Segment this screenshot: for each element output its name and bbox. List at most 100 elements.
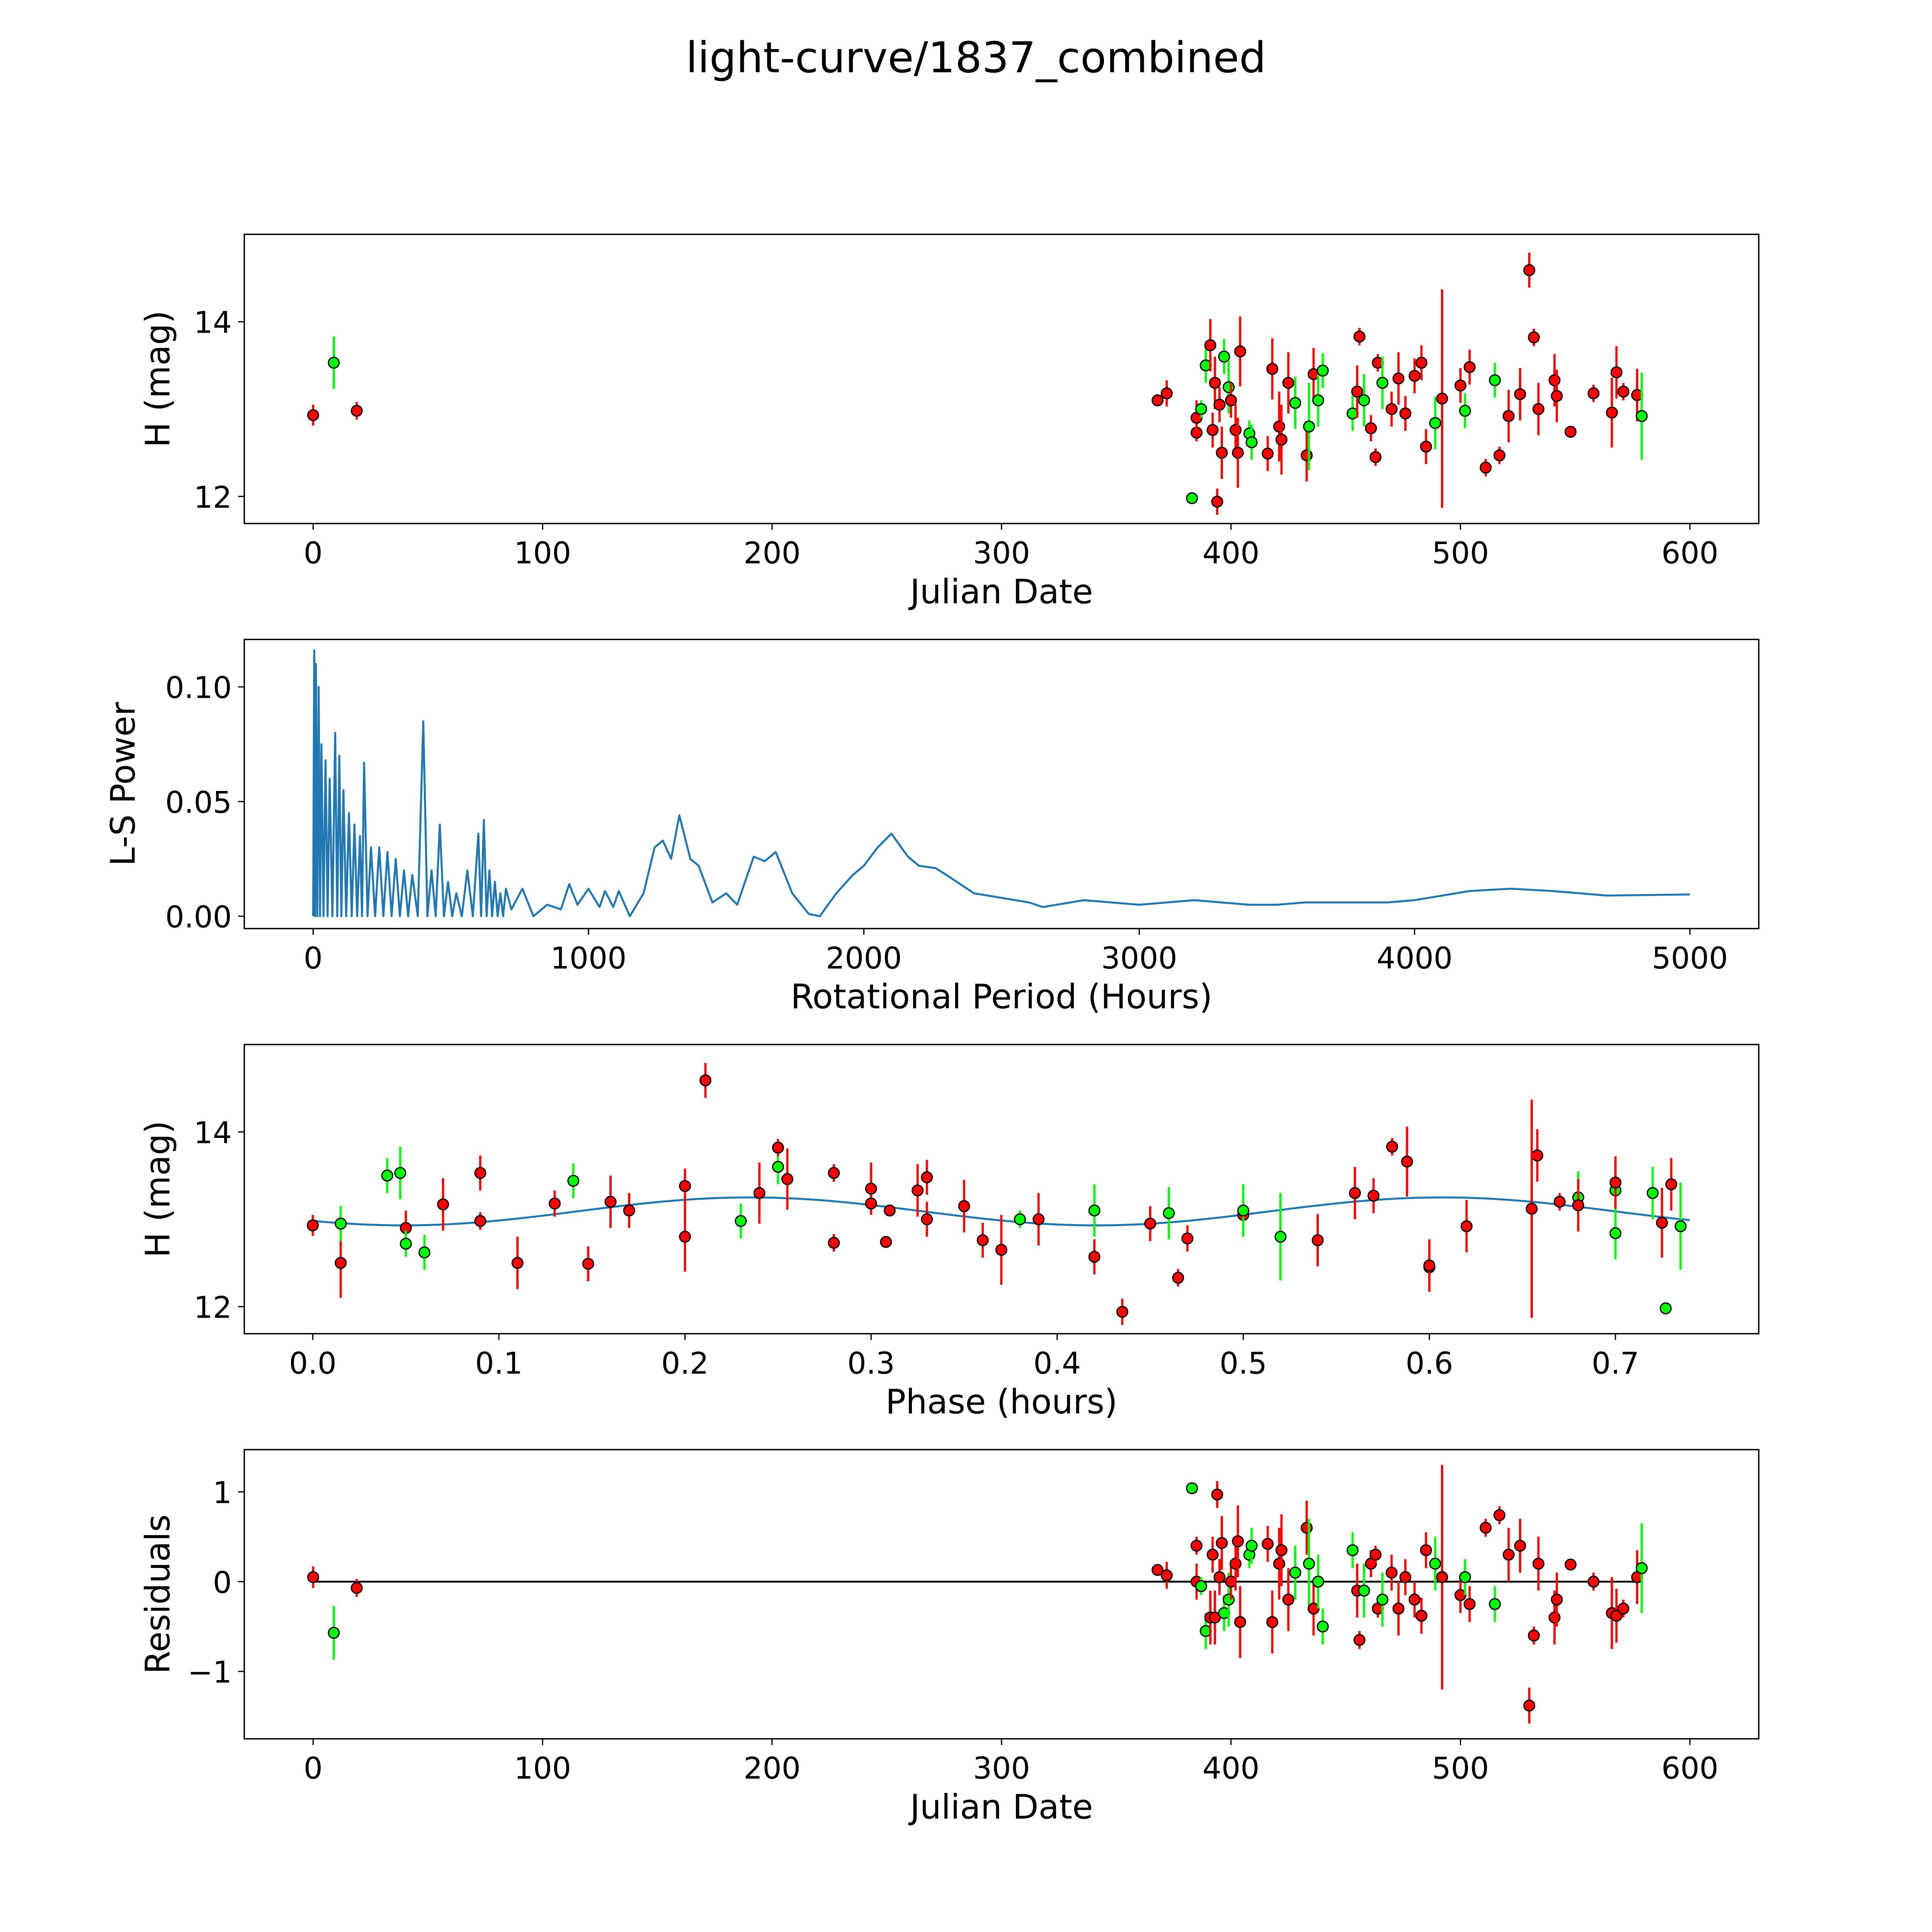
marker: [1551, 1594, 1563, 1606]
data-point-red: [865, 1195, 877, 1213]
data-point-green: [1358, 1563, 1370, 1618]
marker: [1312, 394, 1324, 406]
marker: [1385, 1566, 1398, 1579]
data-point-red: [1234, 1586, 1247, 1658]
marker: [1532, 403, 1545, 415]
marker: [772, 1161, 784, 1173]
data-point-red: [1420, 429, 1432, 464]
x-tick-label: 0: [304, 941, 323, 976]
data-point-red: [1311, 1214, 1324, 1267]
marker: [1116, 1306, 1128, 1318]
data-point-red: [1565, 1558, 1577, 1571]
x-tick-label: 600: [1662, 1751, 1719, 1786]
x-axis-label: Julian Date: [908, 1787, 1093, 1827]
data-point-red: [1282, 1568, 1294, 1631]
data-point-red: [307, 1215, 319, 1236]
data-point-red: [307, 405, 319, 426]
marker: [1610, 366, 1622, 379]
marker: [1423, 1259, 1435, 1272]
marker: [1014, 1213, 1026, 1225]
marker: [1312, 1575, 1324, 1588]
data-point-red: [781, 1148, 794, 1210]
marker: [1237, 1204, 1250, 1217]
marker: [1436, 393, 1448, 405]
data-point-red: [1493, 446, 1506, 464]
marker: [1617, 1602, 1629, 1615]
marker: [1186, 1482, 1198, 1495]
marker: [1211, 1488, 1223, 1501]
data-point-red: [549, 1190, 561, 1217]
data-point-red: [1385, 391, 1398, 427]
data-point-green: [1660, 1302, 1672, 1315]
y-tick-label: 12: [194, 480, 232, 515]
data-point-green: [1609, 1207, 1622, 1260]
x-tick-label: 600: [1662, 536, 1719, 571]
data-point-red: [1225, 383, 1237, 418]
marker: [921, 1213, 933, 1225]
data-point-red: [1181, 1225, 1194, 1252]
data-point-green: [1347, 1532, 1359, 1568]
x-tick-label: 2000: [826, 941, 902, 976]
x-tick-label: 0: [304, 1751, 323, 1786]
marker: [880, 1236, 892, 1248]
marker: [1565, 425, 1577, 438]
data-point-red: [1234, 316, 1247, 386]
marker: [394, 1167, 406, 1179]
data-point-green: [1014, 1210, 1026, 1228]
data-point-red: [1386, 1138, 1398, 1156]
marker: [1213, 398, 1226, 411]
marker: [1225, 394, 1237, 406]
data-point-green: [1489, 362, 1501, 398]
data-point-red: [1617, 1599, 1629, 1618]
marker: [335, 1257, 347, 1269]
marker: [350, 405, 363, 417]
data-point-red: [1423, 1257, 1435, 1274]
data-point-green: [1163, 1187, 1175, 1240]
marker: [1262, 1538, 1274, 1550]
data-point-red: [1216, 426, 1228, 479]
marker: [1195, 403, 1208, 415]
data-point-green: [1636, 1523, 1648, 1613]
x-tick-label: 0.6: [1406, 1346, 1453, 1381]
marker: [828, 1167, 840, 1179]
data-point-red: [1213, 1559, 1226, 1595]
data-point-red: [1587, 384, 1600, 402]
data-point-red: [1454, 1577, 1467, 1613]
x-tick-label: 200: [743, 536, 801, 571]
marker: [1190, 1539, 1203, 1552]
marker: [1548, 374, 1561, 386]
marker: [1367, 1189, 1380, 1202]
marker: [995, 1244, 1007, 1256]
marker: [828, 1236, 840, 1249]
x-tick-label: 0.4: [1033, 1346, 1081, 1381]
data-point-green: [1376, 1573, 1389, 1627]
data-point-green: [1303, 383, 1315, 470]
data-point-red: [1232, 418, 1244, 488]
y-tick-label: 14: [194, 1116, 232, 1150]
data-point-red: [1262, 1526, 1274, 1562]
marker: [400, 1238, 412, 1250]
data-point-red: [921, 1160, 933, 1195]
data-point-red: [1275, 1514, 1287, 1586]
x-tick-label: 0.0: [289, 1346, 337, 1381]
marker: [1480, 1522, 1492, 1534]
data-point-red: [1514, 1519, 1526, 1573]
data-point-red: [995, 1215, 1007, 1285]
data-point-red: [350, 1579, 363, 1597]
data-point-green: [1195, 400, 1208, 418]
marker: [582, 1258, 594, 1270]
data-point-red: [1392, 1582, 1405, 1636]
marker: [753, 1187, 765, 1199]
marker: [1186, 492, 1198, 504]
y-tick-label: 0.00: [165, 900, 232, 935]
data-point-red: [1275, 405, 1287, 475]
x-tick-label: 0.1: [475, 1346, 523, 1381]
marker: [1218, 350, 1230, 363]
marker: [1163, 1207, 1175, 1219]
marker: [1301, 1522, 1313, 1534]
x-tick-label: 0.7: [1592, 1346, 1639, 1381]
data-point-red: [1116, 1299, 1128, 1325]
data-point-red: [1213, 387, 1226, 422]
data-point-red: [1353, 1631, 1366, 1649]
marker: [1316, 1620, 1329, 1633]
